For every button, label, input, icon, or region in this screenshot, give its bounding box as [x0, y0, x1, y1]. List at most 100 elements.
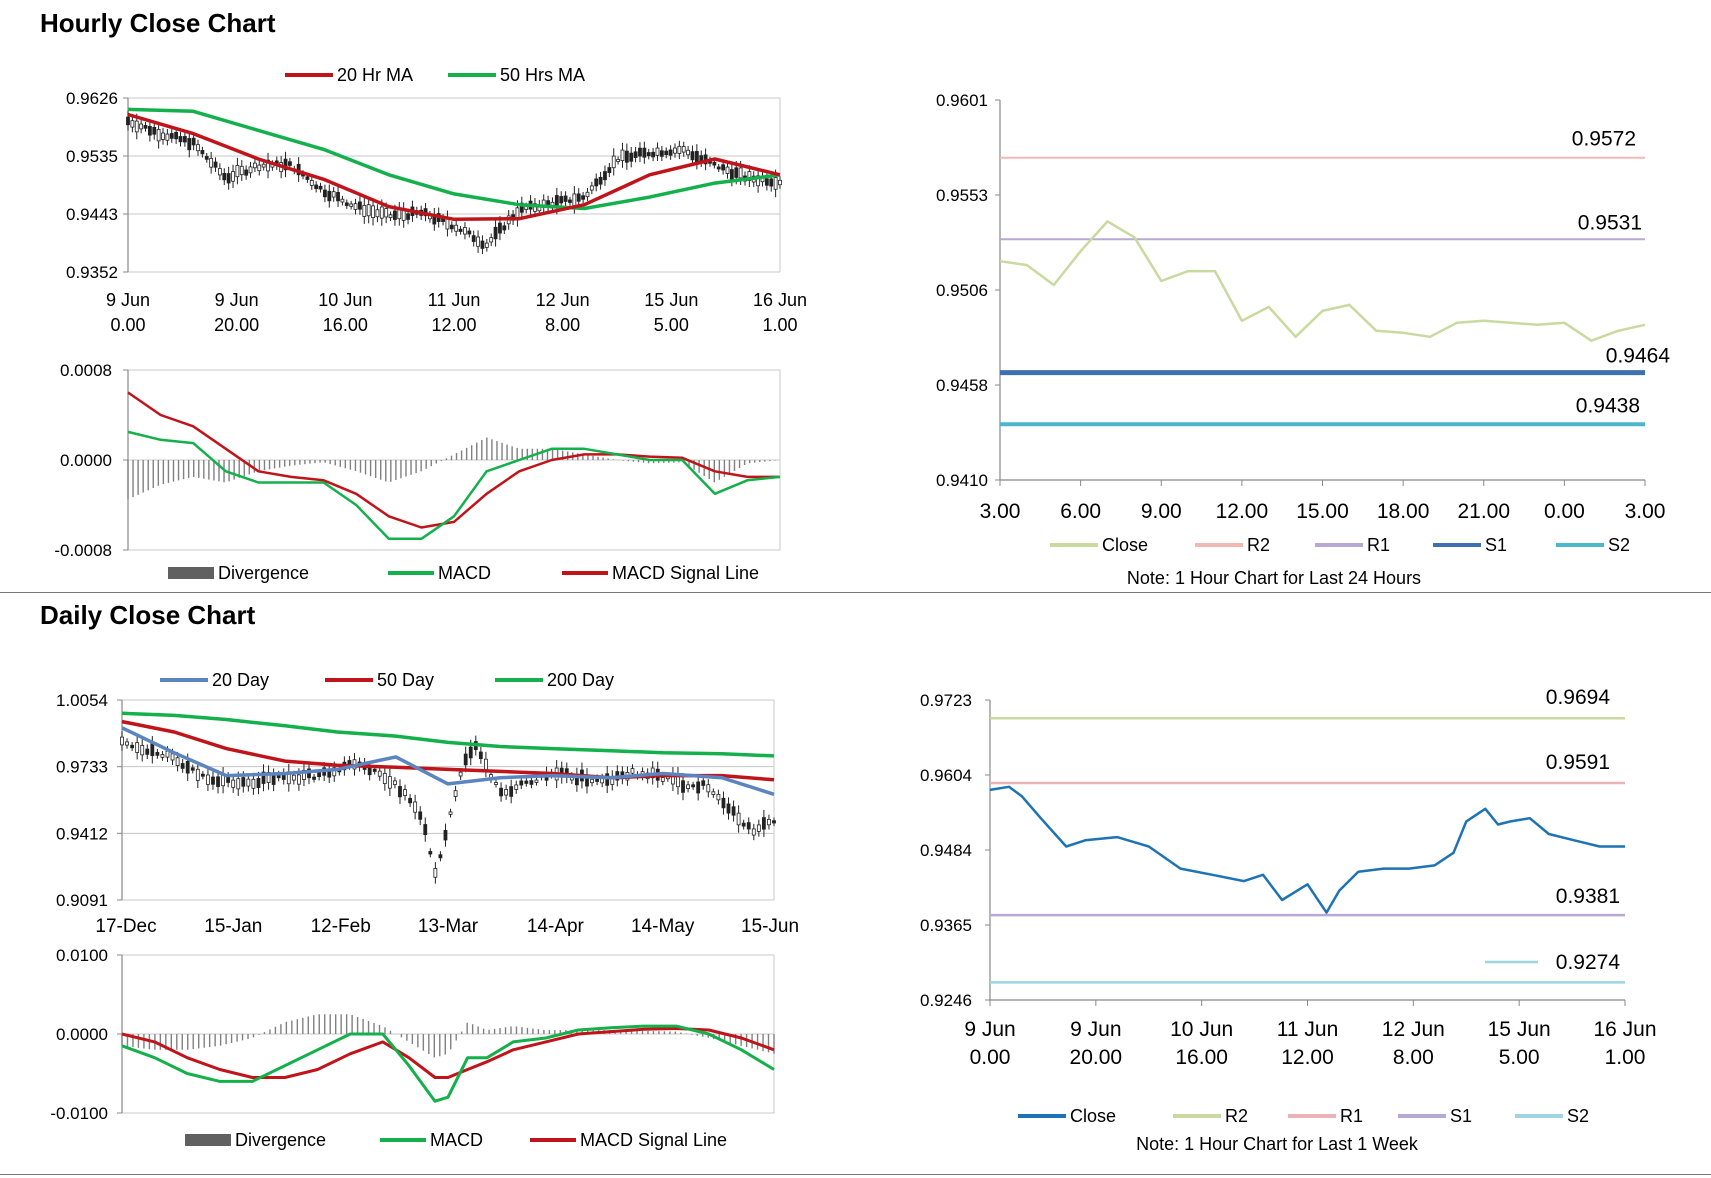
candle-body — [165, 133, 170, 141]
candle-body — [423, 824, 428, 836]
legend-50day-label: 50 Day — [377, 670, 434, 690]
candle-body — [358, 201, 362, 210]
candle-body — [568, 199, 572, 203]
x-tick-label: 12 Jun — [1382, 1018, 1445, 1041]
candle-body — [372, 768, 377, 772]
y-tick-label: 0.9506 — [936, 281, 988, 300]
candle-body — [145, 748, 150, 755]
candle-body — [130, 744, 135, 749]
candle-body — [398, 786, 402, 798]
x-tick-label: 1.00 — [1605, 1046, 1646, 1069]
x-tick-label: 9 Jun — [215, 290, 259, 310]
candle-body — [317, 772, 322, 777]
legend-r2-label: R2 — [1247, 535, 1270, 555]
candle-body — [778, 179, 782, 186]
legend-close-label: Close — [1102, 535, 1148, 555]
candle-body — [296, 774, 301, 785]
candle-body — [160, 754, 165, 758]
candle-body — [309, 180, 314, 186]
candle-body — [736, 812, 741, 826]
x-tick-label: 8.00 — [1393, 1046, 1434, 1069]
candle-body — [659, 150, 664, 157]
candle-body — [213, 161, 218, 168]
candle-body — [677, 145, 682, 154]
candle-body — [185, 760, 190, 774]
candle-body — [772, 820, 776, 824]
candle-body — [448, 811, 453, 815]
y-tick-label: 0.0000 — [60, 451, 112, 470]
legend-20hr-ma-label: 20 Hr MA — [337, 65, 413, 85]
x-tick-label: 0.00 — [110, 315, 145, 335]
candle-body — [393, 210, 397, 220]
candle-body — [454, 224, 459, 232]
candle-body — [187, 138, 192, 151]
x-tick-label: 8.00 — [545, 315, 580, 335]
candle-body — [581, 195, 585, 200]
candle-body — [711, 791, 716, 795]
macd-line — [127, 430, 781, 541]
candle-body — [681, 146, 686, 153]
candle-body — [248, 166, 253, 174]
candle-body — [716, 793, 721, 801]
legend-r2-label: R2 — [1225, 1106, 1248, 1126]
candle-body — [449, 224, 454, 230]
candle-body — [563, 195, 568, 202]
chart-note: Note: 1 Hour Chart for Last 1 Week — [1136, 1134, 1419, 1154]
macd-signal-line — [127, 391, 780, 529]
level-s2-value: 0.9438 — [1576, 394, 1640, 417]
candle-body — [554, 195, 559, 208]
y-tick-label: 0.9604 — [920, 766, 972, 785]
x-tick-label: 9 Jun — [1070, 1018, 1121, 1041]
candle-body — [694, 151, 699, 163]
x-tick-label: 3.00 — [1625, 500, 1666, 523]
candle-body — [143, 125, 148, 129]
y-tick-label: 0.9412 — [56, 824, 108, 843]
chart-note: Note: 1 Hour Chart for Last 24 Hours — [1127, 568, 1421, 588]
candle-body — [327, 190, 332, 202]
candle-body — [716, 166, 721, 170]
candle-body — [751, 828, 756, 836]
candle-body — [239, 165, 244, 176]
x-tick-label: 5.00 — [654, 315, 689, 335]
x-tick-label: 12 Jun — [536, 290, 590, 310]
candle-body — [651, 151, 656, 158]
candle-body — [312, 776, 316, 780]
candle-body — [332, 767, 337, 777]
candle-body — [231, 779, 236, 788]
candle-body — [629, 152, 634, 162]
candle-body — [767, 818, 771, 826]
candle-body — [261, 771, 266, 784]
section-divider — [0, 592, 1711, 593]
candle-body — [499, 787, 503, 797]
legend-macd-label: MACD — [430, 1130, 483, 1150]
candle-body — [731, 806, 736, 816]
candle-body — [393, 780, 397, 785]
y-tick-label: 0.9410 — [936, 471, 988, 490]
candle-body — [769, 178, 774, 187]
macd-signal-line — [121, 1027, 775, 1079]
ma-200day-line — [121, 711, 775, 758]
close-line — [989, 785, 1625, 914]
candle-body — [170, 753, 175, 761]
x-tick-label: 12-Feb — [311, 916, 371, 937]
candle-body — [585, 191, 590, 198]
candle-body — [721, 164, 726, 171]
legend-divergence-label: Divergence — [218, 563, 309, 583]
bottom-divider — [0, 1174, 1711, 1175]
legend-macd-label: MACD — [438, 563, 491, 583]
legend-macd-signal-label: MACD Signal Line — [580, 1130, 727, 1150]
legend-50hrs-ma-label: 50 Hrs MA — [500, 65, 585, 85]
x-tick-label: 9 Jun — [106, 290, 150, 310]
candle-body — [529, 780, 534, 785]
candle-body — [463, 227, 467, 235]
candle-body — [467, 230, 472, 235]
candle-body — [125, 741, 129, 746]
x-tick-label: 9.00 — [1141, 500, 1182, 523]
x-tick-label: 21.00 — [1457, 500, 1510, 523]
y-tick-label: 0.9601 — [936, 91, 988, 110]
y-tick-label: 0.9246 — [920, 991, 972, 1010]
candle-body — [200, 150, 205, 155]
candle-body — [533, 203, 537, 212]
level-s2-value: 0.9274 — [1556, 951, 1621, 974]
